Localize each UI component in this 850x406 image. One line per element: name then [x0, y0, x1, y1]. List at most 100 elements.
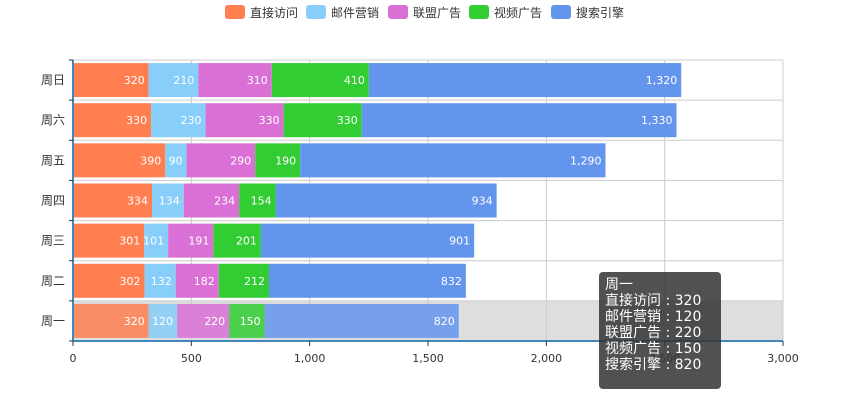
data-label: 201 [236, 235, 257, 248]
y-tick-label: 周五 [41, 153, 65, 167]
data-label: 230 [181, 114, 202, 127]
data-label: 330 [126, 114, 147, 127]
bar[interactable] [205, 103, 284, 138]
legend-swatch [551, 5, 571, 19]
bar[interactable] [148, 63, 199, 98]
data-label: 410 [344, 74, 365, 87]
data-label: 390 [140, 154, 161, 167]
bar[interactable] [73, 303, 149, 338]
data-label: 302 [119, 275, 140, 288]
y-tick-label: 周二 [41, 274, 65, 288]
bar[interactable] [73, 103, 152, 138]
legend-label: 搜索引擎 [576, 5, 624, 20]
data-label: 134 [159, 195, 180, 208]
bar[interactable] [229, 303, 265, 338]
data-label: 154 [251, 195, 272, 208]
bar[interactable] [183, 183, 240, 218]
data-label: 334 [127, 195, 148, 208]
bar[interactable] [198, 63, 272, 98]
data-label: 234 [214, 195, 235, 208]
legend-swatch [388, 5, 408, 19]
tooltip-series-name: 邮件营销 [605, 309, 661, 325]
bar[interactable] [73, 223, 145, 258]
legend-item[interactable]: 搜索引擎 [551, 5, 624, 20]
data-label: 320 [124, 74, 145, 87]
data-label: 220 [204, 315, 225, 328]
data-label: 101 [143, 235, 164, 248]
tooltip-title: 周一 [605, 277, 633, 293]
data-label: 1,290 [570, 154, 602, 167]
bar[interactable] [165, 143, 187, 178]
data-label: 210 [173, 74, 194, 87]
data-label: 310 [247, 74, 268, 87]
data-label: 191 [188, 235, 209, 248]
bar[interactable] [148, 303, 178, 338]
y-tick-label: 周四 [41, 194, 65, 208]
data-label: 290 [230, 154, 251, 167]
bar[interactable] [361, 103, 677, 138]
tooltip-series-value: 320 [674, 293, 702, 309]
legend-item[interactable]: 邮件营销 [306, 5, 379, 20]
tooltip-row: 直接访问 : 320 [605, 293, 702, 309]
tooltip-series-name: 搜索引擎 [605, 357, 661, 373]
bar[interactable] [300, 143, 606, 178]
tooltip-row: 邮件营销 : 120 [605, 309, 702, 325]
bar[interactable] [268, 263, 466, 298]
data-label: 120 [152, 315, 173, 328]
data-label: 832 [441, 275, 462, 288]
bar[interactable] [260, 223, 475, 258]
y-tick-label: 周六 [41, 113, 65, 127]
data-label: 1,330 [641, 114, 673, 127]
legend-item[interactable]: 视频广告 [469, 5, 542, 20]
bar[interactable] [213, 223, 261, 258]
bar[interactable] [152, 183, 184, 218]
data-label: 320 [124, 315, 145, 328]
legend-label: 视频广告 [494, 5, 542, 20]
bar[interactable] [144, 263, 176, 298]
data-label: 150 [240, 315, 261, 328]
bar[interactable] [144, 223, 169, 258]
tooltip-series-value: 120 [674, 309, 702, 325]
y-tick-label: 周一 [41, 314, 65, 328]
legend-swatch [469, 5, 489, 19]
data-label: 182 [194, 275, 215, 288]
legend-label: 直接访问 [250, 5, 298, 20]
bar[interactable] [186, 143, 256, 178]
data-label: 330 [337, 114, 358, 127]
bar[interactable] [168, 223, 214, 258]
legend-item[interactable]: 直接访问 [225, 5, 298, 20]
data-label: 934 [472, 195, 493, 208]
data-label: 90 [169, 154, 183, 167]
tooltip-series-name: 视频广告 [605, 341, 661, 357]
bar[interactable] [239, 183, 276, 218]
x-tick-label: 0 [70, 352, 77, 365]
data-label: 301 [119, 235, 140, 248]
bar[interactable] [73, 143, 166, 178]
bar[interactable] [275, 183, 497, 218]
x-tick-label: 3,000 [767, 352, 799, 365]
y-tick-label: 周日 [41, 73, 65, 87]
bar[interactable] [218, 263, 269, 298]
tooltip-series-value: 220 [674, 325, 702, 341]
x-tick-label: 1,000 [294, 352, 326, 365]
tooltip-row: 视频广告 : 150 [605, 341, 702, 357]
tooltip-row: 联盟广告 : 220 [605, 325, 702, 341]
data-label: 212 [244, 275, 265, 288]
bar[interactable] [177, 303, 230, 338]
bar[interactable] [271, 63, 369, 98]
bar[interactable] [264, 303, 459, 338]
bar[interactable] [368, 63, 682, 98]
bar[interactable] [255, 143, 301, 178]
bar[interactable] [283, 103, 362, 138]
bar[interactable] [175, 263, 219, 298]
legend-item[interactable]: 联盟广告 [388, 5, 461, 20]
bar[interactable] [73, 263, 145, 298]
x-tick-label: 2,000 [531, 352, 563, 365]
x-tick-label: 500 [181, 352, 202, 365]
bar[interactable] [151, 103, 206, 138]
data-label: 901 [449, 235, 470, 248]
bar[interactable] [73, 63, 149, 98]
bar[interactable] [73, 183, 153, 218]
